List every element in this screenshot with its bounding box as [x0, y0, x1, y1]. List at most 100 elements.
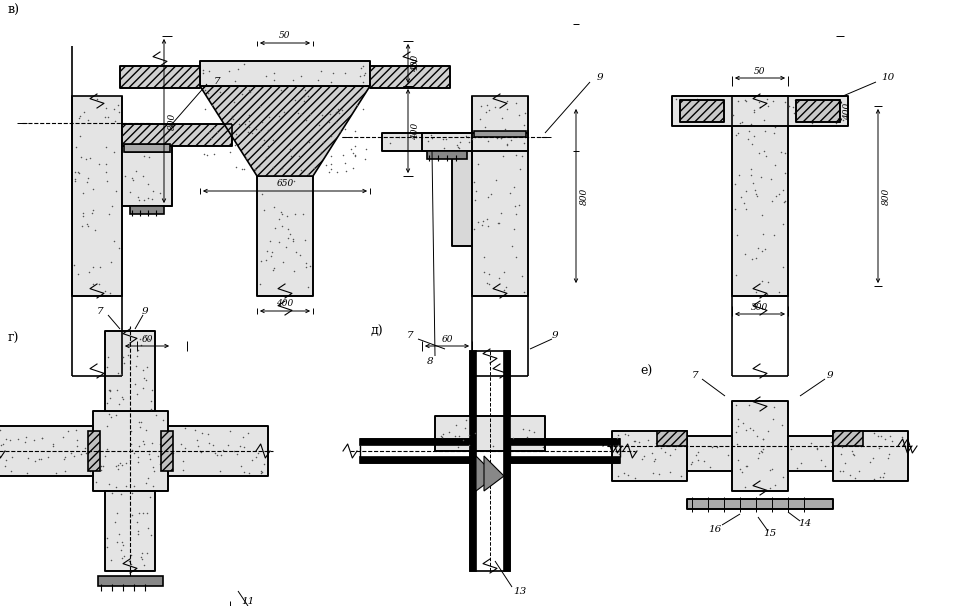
Point — [750, 243, 766, 253]
Point — [735, 467, 750, 477]
Point — [768, 122, 783, 132]
Bar — [360, 457, 470, 463]
Point — [124, 445, 140, 455]
Point — [709, 96, 724, 105]
Point — [882, 449, 897, 459]
Point — [137, 331, 153, 341]
Point — [2, 435, 17, 445]
Point — [322, 167, 337, 176]
Point — [481, 270, 497, 279]
Point — [99, 445, 115, 454]
Point — [491, 219, 506, 228]
Point — [764, 197, 780, 207]
Point — [0, 434, 5, 444]
Point — [647, 454, 663, 464]
Point — [348, 141, 364, 151]
Text: 8: 8 — [427, 356, 434, 365]
Point — [459, 415, 474, 425]
Bar — [105, 491, 155, 571]
Point — [662, 450, 677, 460]
Point — [467, 177, 482, 187]
Point — [310, 76, 326, 85]
Point — [746, 105, 762, 115]
Point — [140, 179, 156, 189]
Point — [261, 113, 277, 122]
Point — [745, 254, 760, 264]
Point — [260, 125, 276, 135]
Point — [515, 424, 531, 434]
Point — [627, 473, 642, 482]
Point — [757, 126, 773, 136]
Point — [345, 148, 361, 158]
Point — [116, 394, 131, 404]
Point — [820, 115, 836, 124]
Point — [145, 194, 160, 204]
Point — [101, 409, 117, 419]
Point — [86, 184, 101, 194]
Text: 300: 300 — [751, 302, 769, 311]
Point — [122, 556, 137, 565]
Point — [492, 218, 507, 228]
Point — [57, 453, 73, 462]
Point — [498, 282, 513, 292]
Point — [76, 188, 91, 198]
Point — [835, 466, 850, 476]
Point — [122, 187, 138, 196]
Point — [689, 94, 705, 104]
Point — [746, 107, 762, 117]
Point — [20, 453, 36, 462]
Point — [648, 438, 664, 448]
Point — [535, 442, 550, 452]
Point — [818, 441, 834, 451]
Point — [274, 221, 290, 231]
Point — [86, 205, 101, 215]
Point — [489, 133, 504, 143]
Bar — [122, 124, 232, 146]
Point — [199, 150, 215, 160]
Bar — [200, 61, 370, 86]
Point — [358, 144, 373, 154]
Bar — [360, 439, 470, 445]
Point — [730, 421, 746, 431]
Point — [866, 474, 882, 484]
Text: 9: 9 — [552, 331, 558, 341]
Point — [262, 236, 278, 246]
Point — [789, 464, 805, 473]
Point — [516, 121, 532, 130]
Point — [114, 460, 129, 470]
Point — [787, 95, 803, 105]
Point — [727, 205, 743, 215]
Point — [139, 362, 155, 371]
Point — [609, 433, 625, 443]
Point — [275, 257, 291, 267]
Point — [244, 455, 260, 465]
Point — [527, 427, 542, 437]
Point — [101, 353, 117, 362]
Point — [767, 161, 782, 170]
Point — [76, 211, 91, 221]
Point — [195, 68, 211, 78]
Point — [132, 335, 148, 344]
Point — [248, 124, 263, 133]
Point — [190, 441, 205, 451]
Point — [130, 192, 146, 202]
Point — [227, 76, 243, 85]
Point — [382, 138, 398, 148]
Point — [293, 110, 308, 119]
Point — [141, 450, 156, 459]
Point — [124, 510, 140, 519]
Point — [271, 111, 287, 121]
Point — [249, 452, 264, 462]
Point — [481, 105, 497, 115]
Point — [110, 537, 125, 547]
Point — [756, 146, 772, 156]
Point — [201, 66, 217, 76]
Bar — [105, 331, 155, 411]
Point — [627, 447, 642, 457]
Point — [124, 173, 140, 182]
Point — [493, 133, 508, 143]
Point — [749, 431, 765, 441]
Point — [259, 71, 274, 81]
Point — [286, 176, 301, 186]
Point — [703, 462, 718, 471]
